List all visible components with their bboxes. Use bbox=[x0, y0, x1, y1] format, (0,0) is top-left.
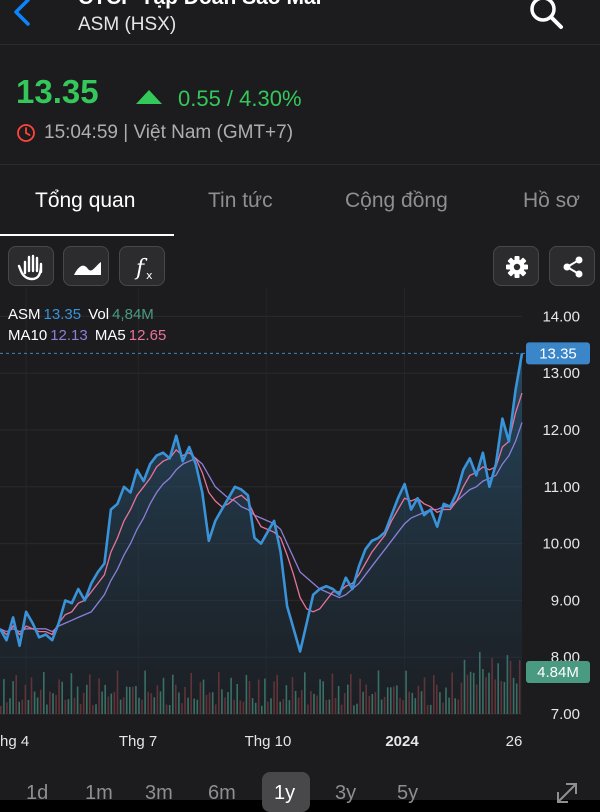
page-title: CTCP Tập Đoàn Sao Mai bbox=[78, 0, 321, 10]
pan-tool-button[interactable] bbox=[8, 246, 54, 286]
range-1m[interactable]: 1m bbox=[85, 782, 113, 804]
price-area bbox=[0, 353, 522, 714]
range-3y[interactable]: 3y bbox=[335, 782, 357, 804]
gear-icon bbox=[506, 256, 528, 278]
x-axis: Thg 4 Thg 7 Thg 10 2024 26 bbox=[0, 733, 522, 750]
y-tick-label: 10.00 bbox=[542, 536, 580, 553]
x-tick-label: 2024 bbox=[385, 733, 419, 750]
area-chart-icon bbox=[74, 262, 101, 275]
share-icon bbox=[563, 256, 583, 278]
range-1y[interactable]: 1y bbox=[274, 782, 296, 804]
last-price: 13.35 bbox=[16, 73, 99, 110]
last-price-badge bbox=[526, 342, 590, 365]
hand-icon bbox=[17, 254, 43, 281]
quote-panel: 13.35 0.55 / 4.30% 15:04:59 | Việt Nam (… bbox=[0, 44, 600, 165]
legend-vol: 4,84M bbox=[112, 306, 154, 323]
legend-ma10: 12.13 bbox=[50, 327, 88, 344]
tab-overview[interactable]: Tổng quan bbox=[35, 189, 136, 212]
legend-ma10-label: MA10 bbox=[8, 327, 48, 344]
ticker-subtitle: ASM (HSX) bbox=[78, 14, 177, 35]
search-icon bbox=[530, 0, 563, 29]
tab-community[interactable]: Cộng đồng bbox=[345, 189, 448, 212]
legend-vol-label: Vol bbox=[88, 306, 110, 323]
y-tick-label: 13.00 bbox=[542, 365, 580, 382]
last-price-badge-label: 13.35 bbox=[539, 345, 577, 362]
quote-time: 15:04:59 | Việt Nam (GMT+7) bbox=[44, 122, 294, 143]
price-change: 0.55 / 4.30% bbox=[178, 86, 302, 111]
x-tick-label: Thg 4 bbox=[0, 733, 29, 750]
legend-ma5: 12.65 bbox=[128, 327, 167, 344]
range-6m[interactable]: 6m bbox=[208, 782, 236, 804]
volume-badge bbox=[526, 661, 590, 683]
clock-icon bbox=[17, 124, 35, 142]
indicators-button[interactable]: f x bbox=[119, 246, 165, 286]
legend-price: 13.35 bbox=[43, 306, 82, 323]
tab-active-indicator bbox=[0, 234, 174, 237]
volume-badge-label: 4.84M bbox=[537, 664, 579, 681]
tab-news[interactable]: Tin tức bbox=[208, 189, 273, 212]
chart-settings-button[interactable] bbox=[493, 246, 539, 286]
search-button[interactable] bbox=[526, 0, 566, 34]
range-5y[interactable]: 5y bbox=[397, 782, 419, 804]
legend-ma5-label: MA5 bbox=[94, 327, 126, 344]
axis-badges: 13.35 4.84M bbox=[526, 342, 590, 683]
legend-symbol: ASM bbox=[8, 306, 41, 323]
chevron-left-icon bbox=[14, 0, 30, 26]
tab-profile[interactable]: Hồ sơ bbox=[523, 189, 580, 212]
range-selector: 1d 1m 3m 6m 1y 3y 5y bbox=[0, 770, 600, 812]
legend-row-price: ASM 13.35 Vol 4,84M bbox=[8, 306, 157, 323]
arrow-up-icon bbox=[136, 90, 162, 104]
legend-row-ma: MA10 12.13 MA5 12.65 bbox=[8, 327, 169, 344]
expand-icon[interactable] bbox=[552, 778, 582, 808]
app-header: CTCP Tập Đoàn Sao Mai ASM (HSX) bbox=[0, 0, 600, 44]
tab-bar: Tổng quan Tin tức Cộng đồng Hồ sơ bbox=[0, 164, 600, 237]
x-tick-label: 26 bbox=[506, 733, 523, 750]
svg-text:x: x bbox=[146, 269, 153, 282]
y-tick-label: 11.00 bbox=[544, 479, 580, 496]
price-line bbox=[0, 353, 524, 653]
range-3m[interactable]: 3m bbox=[145, 782, 173, 804]
x-tick-label: Thg 10 bbox=[245, 733, 292, 750]
chart-style-button[interactable] bbox=[63, 246, 109, 286]
function-icon: f x bbox=[134, 256, 153, 282]
ma10-line bbox=[0, 422, 523, 633]
x-tick-label: Thg 7 bbox=[119, 733, 157, 750]
y-tick-label: 9.00 bbox=[551, 592, 580, 609]
y-tick-label: 7.00 bbox=[551, 706, 580, 723]
back-button[interactable] bbox=[8, 0, 38, 30]
range-1d[interactable]: 1d bbox=[26, 782, 49, 804]
y-tick-label: 14.00 bbox=[542, 308, 580, 325]
share-button[interactable] bbox=[549, 246, 595, 286]
chart-panel: f x bbox=[0, 236, 600, 812]
y-tick-label: 12.00 bbox=[542, 422, 580, 439]
